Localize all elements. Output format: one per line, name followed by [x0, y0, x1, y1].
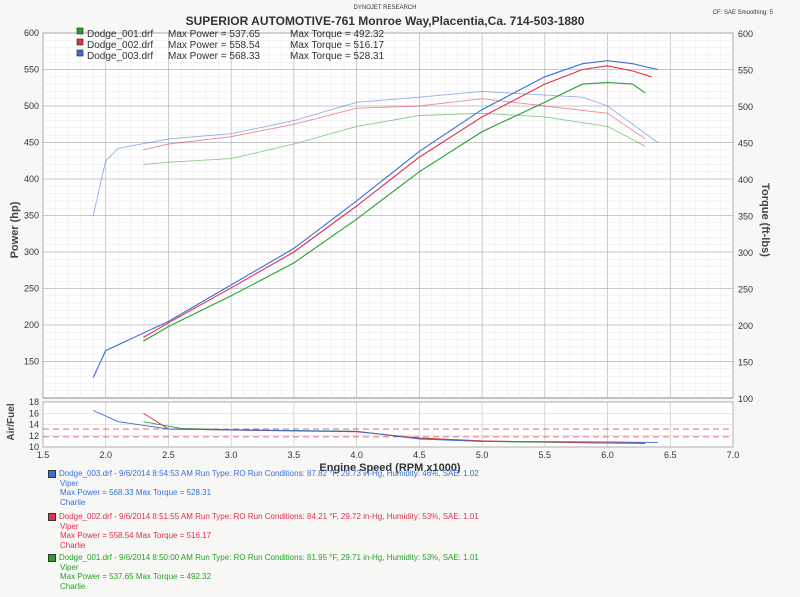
- power-tick-label: 600: [24, 28, 39, 38]
- run-3-swatch: [48, 469, 56, 478]
- x-tick-label: 5.0: [476, 450, 489, 460]
- torque-curve-1: [143, 112, 646, 165]
- run-1-operator: Charlie: [60, 581, 86, 591]
- run-info-2: Dodge_002.drf - 9/6/2014 8:51:55 AM Run …: [48, 512, 479, 550]
- power-tick-label: 350: [24, 211, 39, 221]
- run-info-3-header: Dodge_003.drf - 9/6/2014 8:54:53 AM Run …: [48, 469, 479, 479]
- run-1-vehicle: Viper: [60, 562, 79, 572]
- legend-torque-2: Max Torque = 516.17: [290, 40, 384, 51]
- torque-tick-label: 100: [738, 394, 753, 404]
- run-info-1-header: Dodge_001.drf - 9/6/2014 8:50:00 AM Run …: [48, 553, 479, 563]
- run-3-operator: Charlie: [60, 497, 86, 507]
- airfuel-tick-label: 12: [29, 431, 39, 441]
- x-tick-label: 6.5: [664, 450, 677, 460]
- x-tick-label: 7.0: [727, 450, 740, 460]
- legend-box: Dodge_001.drf Max Power = 537.65 Max Tor…: [76, 27, 384, 62]
- run-2-swatch: [48, 512, 56, 521]
- y-axis-title-airfuel: Air/Fuel: [6, 403, 17, 440]
- x-tick-label: 3.0: [225, 450, 238, 460]
- power-tick-label: 300: [24, 247, 39, 257]
- power-curve-3: [92, 60, 658, 378]
- power-tick-label: 450: [24, 138, 39, 148]
- legend-torque-1: Max Torque = 492.32: [290, 29, 384, 40]
- airfuel-tick-label: 10: [29, 442, 39, 452]
- run-3-max: Max Power = 568.33 Max Torque = 528.31: [60, 488, 212, 497]
- x-tick-label: 5.5: [539, 450, 552, 460]
- legend-power-3: Max Power = 568.33: [168, 51, 260, 62]
- run-info-2-header: Dodge_002.drf - 9/6/2014 8:51:55 AM Run …: [48, 512, 479, 522]
- run-1-swatch: [48, 553, 56, 562]
- legend-file-2: Dodge_002.drf: [87, 40, 153, 51]
- power-tick-label: 250: [24, 284, 39, 294]
- run-2-operator: Charlie: [60, 540, 86, 550]
- torque-curve-3: [92, 90, 658, 216]
- x-tick-label: 6.0: [601, 450, 614, 460]
- power-tick-label: 400: [24, 174, 39, 184]
- y-axis-title-power: Power (hp): [9, 201, 21, 258]
- legend-torque-3: Max Torque = 528.31: [290, 51, 384, 62]
- power-tick-label: 550: [24, 65, 39, 75]
- legend-power-2: Max Power = 558.54: [168, 40, 260, 51]
- torque-tick-label: 500: [738, 102, 753, 112]
- torque-tick-label: 150: [738, 358, 753, 368]
- x-tick-label: 4.5: [413, 450, 426, 460]
- run-3-vehicle: Viper: [60, 478, 79, 488]
- power-tick-label: 150: [24, 357, 39, 367]
- x-axis-title: Engine Speed (RPM x1000): [319, 462, 461, 474]
- power-curve-1: [143, 82, 646, 342]
- y-axis-title-torque: Torque (ft-lbs): [759, 183, 771, 257]
- chart-title: SUPERIOR AUTOMOTIVE-761 Monroe Way,Place…: [186, 14, 585, 28]
- x-tick-label: 2.5: [162, 450, 175, 460]
- airfuel-tick-label: 14: [29, 420, 39, 430]
- x-tick-label: 3.5: [288, 450, 301, 460]
- airfuel-tick-label: 16: [29, 408, 39, 418]
- torque-curve-2: [143, 98, 646, 151]
- torque-tick-label: 600: [738, 29, 753, 39]
- run-2-max: Max Power = 558.54 Max Torque = 516.17: [60, 531, 212, 540]
- torque-tick-label: 450: [738, 139, 753, 149]
- legend-file-3: Dodge_003.drf: [87, 51, 153, 62]
- settings-label: CF: SAE Smoothing: 5: [713, 10, 774, 16]
- legend-power-1: Max Power = 537.65: [168, 29, 260, 40]
- power-tick-label: 200: [24, 320, 39, 330]
- run-info-3: Dodge_003.drf - 9/6/2014 8:54:53 AM Run …: [48, 469, 479, 507]
- x-tick-label: 2.0: [99, 450, 112, 460]
- run-2-vehicle: Viper: [60, 521, 79, 531]
- legend-file-1: Dodge_001.drf: [87, 29, 153, 40]
- airfuel-tick-label: 18: [29, 397, 39, 407]
- torque-tick-label: 400: [738, 175, 753, 185]
- torque-tick-label: 350: [738, 212, 753, 222]
- x-tick-label: 1.5: [37, 450, 50, 460]
- run-1-summary: Dodge_001.drf - 9/6/2014 8:50:00 AM Run …: [59, 553, 479, 562]
- x-tick-label: 4.0: [350, 450, 363, 460]
- run-info-1: Dodge_001.drf - 9/6/2014 8:50:00 AM Run …: [48, 553, 479, 591]
- run-1-max: Max Power = 537.65 Max Torque = 492.32: [60, 572, 212, 581]
- torque-tick-label: 300: [738, 248, 753, 258]
- run-3-summary: Dodge_003.drf - 9/6/2014 8:54:53 AM Run …: [59, 469, 479, 478]
- torque-tick-label: 250: [738, 285, 753, 295]
- torque-tick-label: 550: [738, 66, 753, 76]
- vendor-label: DYNOJET RESEARCH: [354, 5, 417, 11]
- power-tick-label: 500: [24, 101, 39, 111]
- run-2-summary: Dodge_002.drf - 9/6/2014 8:51:55 AM Run …: [59, 512, 479, 521]
- power-curve-2: [143, 65, 652, 338]
- airfuel-curve-3: [93, 409, 658, 443]
- torque-tick-label: 200: [738, 321, 753, 331]
